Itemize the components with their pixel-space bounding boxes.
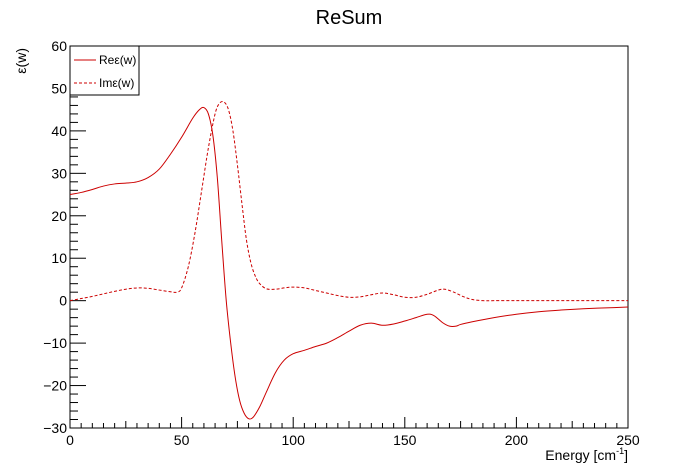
legend-label-re: Reε(w) [99,53,136,67]
x-tick-label: 50 [174,432,190,448]
x-axis-title-sup: -1 [616,446,624,456]
y-tick-label: 50 [51,80,67,96]
legend-box [69,45,140,96]
legend: Reε(w) Imε(w) [69,45,140,96]
x-axis-title-main: Energy [cm [545,447,616,463]
y-tick-label: 0 [59,293,67,309]
axis-ticks [69,45,629,429]
x-tick-label: 150 [393,432,417,448]
series-real-line [69,106,629,420]
y-tick-label: 60 [51,38,67,54]
x-tick-label: 200 [505,432,529,448]
series-imag-line [69,100,628,302]
x-axis-title-close: ] [624,447,628,463]
x-tick-label: 250 [616,432,640,448]
axis-tick-labels: 0 50 100 150 200 250 −30 −20 −10 0 10 20 30 40 50 60 [43,38,640,448]
y-tick-label: 40 [51,123,67,139]
chart-title: ReSum [316,7,383,29]
y-tick-label: 20 [51,208,67,224]
y-tick-label: 10 [51,250,67,266]
x-tick-label: 0 [66,432,74,448]
legend-label-im: Imε(w) [99,76,134,90]
x-tick-label: 100 [282,432,306,448]
y-tick-label: −30 [43,420,67,436]
x-axis-title: Energy [cm-1] [545,446,628,463]
y-tick-label: −20 [43,378,67,394]
y-tick-label: 30 [51,165,67,181]
y-tick-label: −10 [43,335,67,351]
y-axis-title: ε(w) [13,48,29,74]
plot-curves [69,100,629,420]
